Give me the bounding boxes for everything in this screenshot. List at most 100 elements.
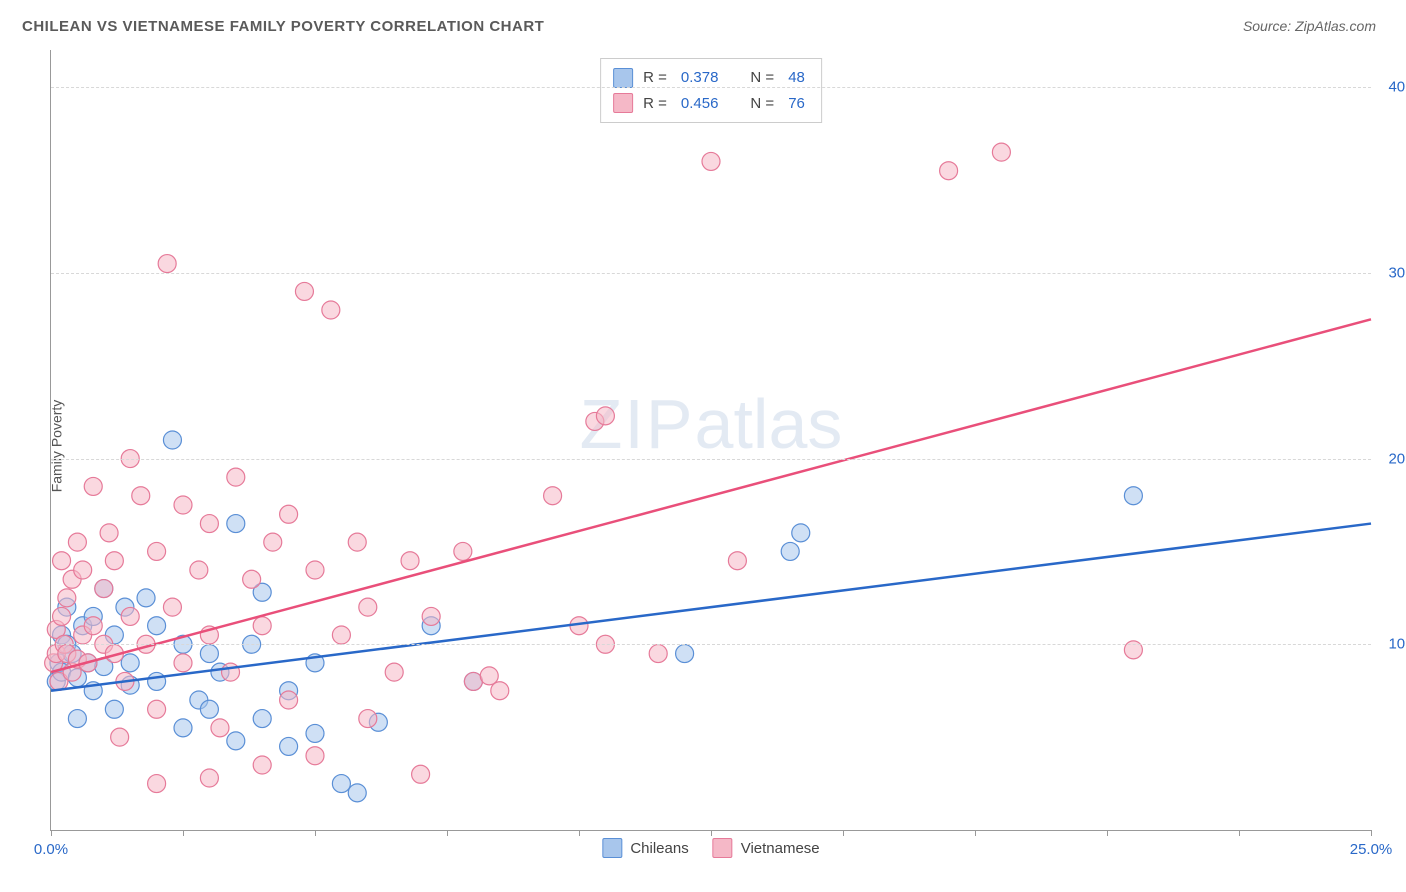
- data-point: [84, 477, 102, 495]
- data-point: [227, 515, 245, 533]
- y-tick-label: 30.0%: [1388, 264, 1406, 281]
- data-point: [280, 691, 298, 709]
- data-point: [491, 682, 509, 700]
- gridline: [51, 459, 1371, 460]
- data-point: [332, 775, 350, 793]
- data-point: [306, 561, 324, 579]
- data-point: [174, 654, 192, 672]
- legend-label-vietnamese: Vietnamese: [741, 840, 820, 857]
- data-point: [58, 589, 76, 607]
- data-point: [728, 552, 746, 570]
- chart-title: CHILEAN VS VIETNAMESE FAMILY POVERTY COR…: [22, 18, 544, 35]
- data-point: [544, 487, 562, 505]
- x-tick: [711, 830, 712, 836]
- data-point: [295, 282, 313, 300]
- data-point: [200, 769, 218, 787]
- data-point: [148, 617, 166, 635]
- data-point: [222, 663, 240, 681]
- data-point: [454, 542, 472, 560]
- data-point: [105, 552, 123, 570]
- data-point: [596, 407, 614, 425]
- swatch-chileans: [613, 68, 633, 88]
- data-point: [412, 765, 430, 783]
- data-point: [190, 561, 208, 579]
- legend-label-chileans: Chileans: [630, 840, 688, 857]
- chart-svg: [51, 50, 1371, 830]
- legend-series: Chileans Vietnamese: [602, 838, 819, 858]
- data-point: [280, 505, 298, 523]
- data-point: [68, 710, 86, 728]
- n-label-2: N =: [750, 91, 774, 117]
- data-point: [68, 533, 86, 551]
- x-tick: [1239, 830, 1240, 836]
- data-point: [253, 710, 271, 728]
- data-point: [781, 542, 799, 560]
- data-point: [200, 515, 218, 533]
- x-tick: [579, 830, 580, 836]
- data-point: [148, 700, 166, 718]
- data-point: [385, 663, 403, 681]
- data-point: [702, 152, 720, 170]
- data-point: [227, 468, 245, 486]
- y-tick-label: 10.0%: [1388, 636, 1406, 653]
- x-tick: [1107, 830, 1108, 836]
- data-point: [306, 724, 324, 742]
- data-point: [401, 552, 419, 570]
- legend-row-vietnamese: R = 0.456 N = 76: [613, 91, 809, 117]
- data-point: [332, 626, 350, 644]
- legend-stats: R = 0.378 N = 48 R = 0.456 N = 76: [600, 58, 822, 123]
- legend-item-chileans: Chileans: [602, 838, 688, 858]
- y-tick-label: 40.0%: [1388, 79, 1406, 96]
- data-point: [940, 162, 958, 180]
- data-point: [121, 654, 139, 672]
- y-tick-label: 20.0%: [1388, 450, 1406, 467]
- source-label: Source: ZipAtlas.com: [1243, 18, 1376, 34]
- data-point: [792, 524, 810, 542]
- data-point: [148, 542, 166, 560]
- data-point: [676, 645, 694, 663]
- data-point: [121, 607, 139, 625]
- legend-item-vietnamese: Vietnamese: [713, 838, 820, 858]
- data-point: [359, 710, 377, 728]
- data-point: [253, 617, 271, 635]
- x-tick: [843, 830, 844, 836]
- swatch-vietnamese: [613, 93, 633, 113]
- data-point: [174, 496, 192, 514]
- data-point: [84, 617, 102, 635]
- x-tick: [1371, 830, 1372, 836]
- data-point: [200, 645, 218, 663]
- r-label-2: R =: [643, 91, 667, 117]
- data-point: [53, 607, 71, 625]
- data-point: [422, 607, 440, 625]
- data-point: [163, 431, 181, 449]
- x-tick: [51, 830, 52, 836]
- data-point: [649, 645, 667, 663]
- data-point: [100, 524, 118, 542]
- data-point: [148, 775, 166, 793]
- data-point: [200, 700, 218, 718]
- swatch-chileans-2: [602, 838, 622, 858]
- x-tick-label: 0.0%: [34, 841, 68, 858]
- x-tick: [315, 830, 316, 836]
- x-tick: [183, 830, 184, 836]
- data-point: [359, 598, 377, 616]
- data-point: [322, 301, 340, 319]
- plot-area: ZIPatlas R = 0.378 N = 48 R = 0.456 N = …: [50, 50, 1371, 831]
- data-point: [158, 255, 176, 273]
- x-tick: [447, 830, 448, 836]
- data-point: [348, 784, 366, 802]
- data-point: [174, 719, 192, 737]
- gridline: [51, 644, 1371, 645]
- data-point: [137, 589, 155, 607]
- data-point: [348, 533, 366, 551]
- data-point: [264, 533, 282, 551]
- data-point: [306, 747, 324, 765]
- data-point: [253, 756, 271, 774]
- data-point: [211, 719, 229, 737]
- data-point: [243, 570, 261, 588]
- data-point: [111, 728, 129, 746]
- x-tick-label: 25.0%: [1350, 841, 1393, 858]
- data-point: [132, 487, 150, 505]
- data-point: [1124, 487, 1142, 505]
- trend-line: [51, 319, 1371, 672]
